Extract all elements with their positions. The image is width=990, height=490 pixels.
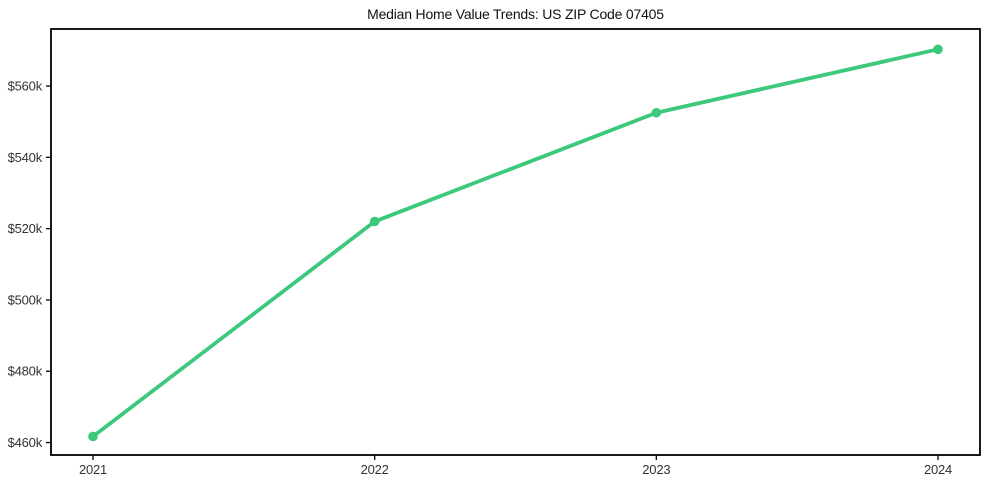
- y-axis-tick-label: $520k: [8, 221, 43, 236]
- data-point: [651, 107, 662, 118]
- x-axis-tick-label: 2023: [642, 462, 670, 477]
- x-axis-tick-label: 2024: [924, 462, 952, 477]
- plot-border: [50, 28, 981, 456]
- x-axis-tick-label: 2021: [79, 462, 107, 477]
- data-point: [933, 44, 943, 55]
- x-axis-tick-label: 2022: [361, 462, 389, 477]
- y-axis-tick-label: $500k: [8, 292, 43, 307]
- series-line: [91, 47, 940, 439]
- data-point: [88, 431, 98, 442]
- data-point: [369, 216, 380, 227]
- chart-title: Median Home Value Trends: US ZIP Code 07…: [367, 6, 664, 22]
- y-axis-tick-label: $560k: [8, 79, 43, 94]
- y-axis-tick-label: $460k: [8, 435, 43, 450]
- y-axis-tick-label: $480k: [8, 364, 43, 379]
- y-axis-tick-label: $540k: [8, 150, 43, 165]
